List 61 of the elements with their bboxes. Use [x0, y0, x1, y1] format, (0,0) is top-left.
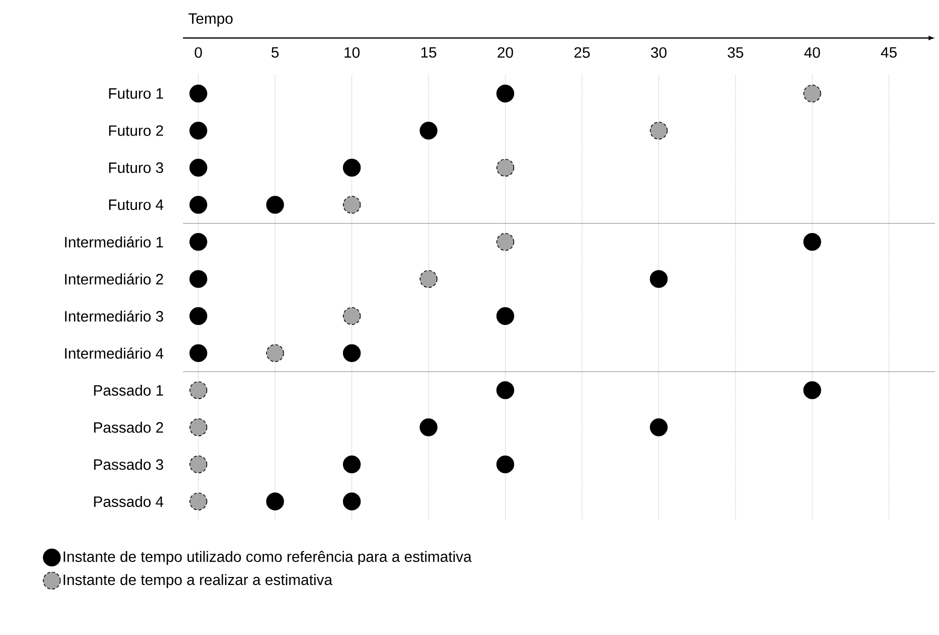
point	[342, 307, 361, 325]
y-tick-label: Intermediário 3	[65, 310, 164, 322]
point	[189, 84, 208, 102]
point	[189, 122, 208, 140]
point	[496, 381, 514, 400]
point	[342, 344, 361, 362]
x-tick-label: 10	[344, 47, 360, 58]
legend-label: Instante de tempo a realizar a estimativa	[64, 574, 332, 588]
point	[496, 307, 514, 325]
point	[803, 84, 822, 102]
point	[189, 418, 208, 436]
y-tick-label: Futuro 4	[109, 200, 164, 210]
y-tick-label: Intermediário 1	[65, 236, 164, 248]
x-tick-label: 35	[728, 47, 744, 58]
y-tick-label: Futuro 3	[109, 162, 164, 174]
point	[420, 418, 438, 436]
y-tick-label: Passado 4	[94, 496, 164, 507]
x-tick-label: 30	[650, 47, 667, 58]
point	[189, 232, 208, 251]
y-tick-label: Intermediário 4	[65, 348, 164, 359]
point	[342, 158, 361, 177]
x-axis-title: Tempo	[188, 13, 233, 27]
point	[189, 492, 208, 510]
point	[420, 270, 438, 288]
point	[342, 455, 361, 474]
point	[496, 84, 514, 102]
y-tick-label: Futuro 1	[109, 88, 164, 99]
point	[496, 158, 514, 177]
y-tick-label: Passado 2	[94, 422, 164, 433]
x-tick-label: 15	[421, 47, 436, 58]
y-tick-label: Futuro 2	[109, 125, 164, 136]
point	[189, 196, 208, 214]
point	[650, 270, 668, 288]
x-tick-label: 40	[804, 47, 820, 58]
point	[342, 196, 361, 214]
point	[266, 196, 284, 214]
point	[266, 344, 284, 362]
y-tick-label: Passado 3	[94, 458, 164, 470]
point	[342, 492, 361, 510]
x-tick-label: 20	[498, 47, 514, 58]
point	[650, 122, 668, 140]
point	[189, 158, 208, 177]
point	[650, 418, 668, 436]
y-tick-label: Intermediário 2	[65, 273, 164, 285]
point	[189, 307, 208, 325]
point	[420, 122, 438, 140]
x-tick-label: 25	[574, 47, 590, 58]
point	[496, 232, 514, 251]
point	[189, 270, 208, 288]
y-tick-label: Passado 1	[94, 384, 164, 396]
point	[803, 381, 822, 400]
point	[189, 455, 208, 474]
x-tick-label: 0	[194, 47, 202, 58]
point	[189, 344, 208, 362]
x-tick-label: 45	[880, 47, 897, 58]
legend-label: Instante de tempo utilizado como referência para a estimativa	[64, 550, 472, 565]
point	[496, 455, 514, 474]
point	[803, 232, 822, 251]
x-tick-label: 5	[272, 47, 279, 58]
point	[189, 381, 208, 400]
point	[266, 492, 284, 510]
